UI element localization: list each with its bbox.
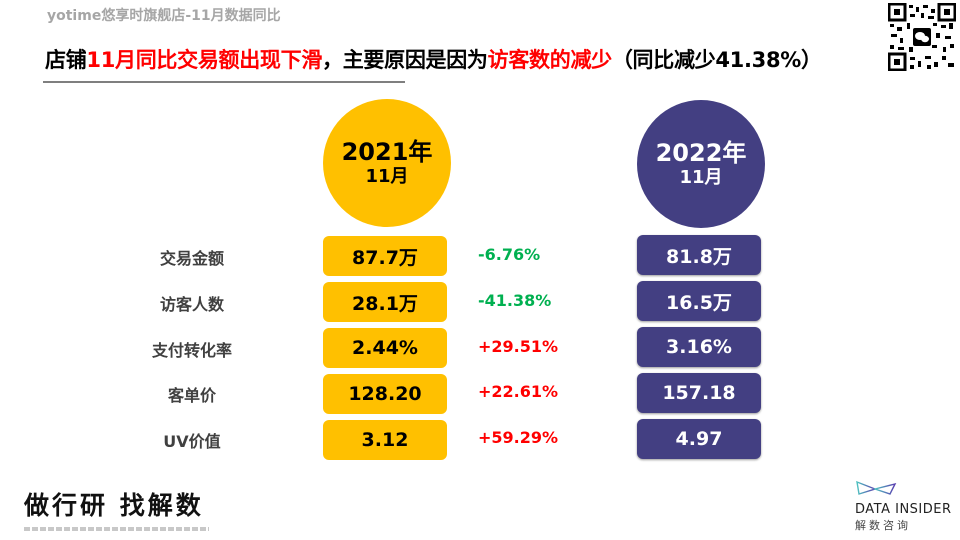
metric-label: UV价值 (163, 432, 221, 451)
period-badge-2022: 2022年 11月 (637, 100, 765, 228)
data-insider-logo-icon (856, 480, 897, 495)
period-year: 2022年 (655, 139, 747, 167)
page-subtitle: yotime悠享时旗舰店-11月数据同比 (47, 8, 281, 24)
headline-divider (43, 81, 405, 83)
period-month: 11月 (679, 167, 723, 188)
metric-value-2022: 81.8万 (637, 235, 761, 275)
brand-name-cn: 解数咨询 (855, 519, 911, 532)
metric-value-2022: 3.16% (637, 327, 761, 367)
brand-slogan: 做行研 找解数 (24, 491, 204, 520)
metric-change: +22.61% (478, 382, 559, 401)
metric-label: 访客人数 (159, 295, 224, 314)
metric-change: -41.38% (478, 291, 552, 310)
headline-part: 店铺 (45, 48, 87, 72)
brand-tagline-decoration (24, 527, 209, 531)
period-badge-2021: 2021年 11月 (323, 99, 451, 227)
brand-name-en: DATA INSIDER (855, 502, 952, 517)
metric-label: 支付转化率 (151, 341, 232, 360)
headline: 店铺11月同比交易额出现下滑，主要原因是因为访客数的减少（同比减少41.38%） (45, 44, 822, 74)
metric-value-2022: 4.97 (637, 419, 761, 459)
footer-brand-left: 做行研 找解数 (24, 486, 209, 531)
wechat-icon (915, 32, 929, 43)
metric-change: +29.51% (478, 337, 559, 356)
metric-label: 交易金额 (159, 249, 224, 268)
metric-change: +59.29% (478, 428, 559, 447)
footer-brand-right: DATA INSIDER 解数咨询 (855, 480, 955, 533)
period-month: 11月 (365, 166, 409, 187)
metric-value-2021: 87.7万 (323, 236, 447, 276)
qr-code-icon (887, 2, 957, 72)
headline-part: ，主要原因是因为 (322, 48, 488, 72)
metric-value-2021: 3.12 (323, 420, 447, 460)
metric-value-2021: 128.20 (323, 374, 447, 414)
headline-highlight: 访客数的减少 (487, 48, 613, 72)
metric-value-2022: 157.18 (637, 373, 761, 413)
metric-value-2022: 16.5万 (637, 281, 761, 321)
headline-highlight: 11月同比交易额出现下滑 (86, 48, 323, 72)
qr-code-graphic (887, 2, 957, 72)
period-year: 2021年 (341, 138, 433, 166)
metric-label: 客单价 (167, 386, 216, 405)
metric-value-2021: 28.1万 (323, 282, 447, 322)
metric-change: -6.76% (478, 245, 541, 264)
headline-part: （同比减少41.38%） (611, 48, 822, 72)
metric-value-2021: 2.44% (323, 328, 447, 368)
